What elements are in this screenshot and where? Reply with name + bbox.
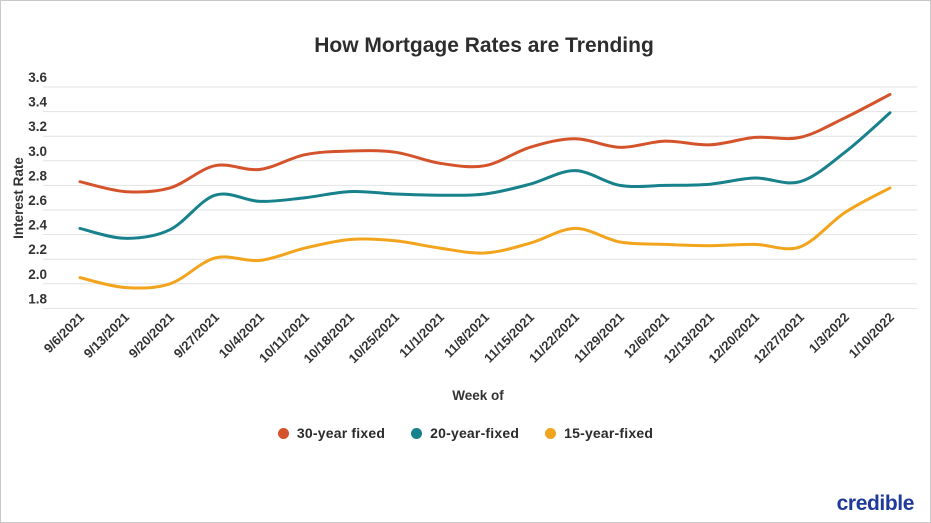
legend-dot-icon — [545, 427, 557, 439]
y-tick-label: 2.0 — [28, 267, 47, 282]
y-axis-title: Interest Rate — [11, 157, 26, 239]
y-tick-label: 3.6 — [28, 70, 47, 85]
y-tick-label: 3.2 — [28, 119, 47, 134]
chart-legend: 30-year fixed 20-year-fixed 15-year-fixed — [1, 425, 930, 441]
legend-dot-icon — [277, 427, 289, 439]
legend-label: 15-year-fixed — [564, 425, 654, 441]
x-tick-label: 9/20/2021 — [126, 310, 178, 362]
legend-item-30-year-fixed: 30-year fixed — [277, 425, 386, 441]
line-15-year-fixed — [78, 186, 892, 290]
y-tick-label: 2.6 — [28, 193, 47, 208]
y-tick-label: 2.8 — [28, 168, 47, 183]
x-tick-label: 9/6/2021 — [41, 310, 87, 356]
y-tick-label: 3.0 — [28, 144, 47, 159]
x-tick-label: 9/13/2021 — [81, 310, 133, 362]
y-tick-label: 2.4 — [28, 218, 47, 233]
data-series-lines — [78, 92, 892, 290]
legend-item-20-year-fixed: 20-year-fixed — [411, 425, 519, 441]
y-tick-label: 3.4 — [28, 95, 47, 110]
x-tick-label: 11/1/2021 — [396, 310, 447, 361]
x-axis-title: Week of — [452, 388, 504, 403]
line-30-year-fixed — [78, 92, 892, 194]
legend-label: 20-year-fixed — [430, 425, 520, 441]
y-tick-label: 2.2 — [28, 242, 47, 257]
legend-label: 30-year fixed — [296, 425, 386, 441]
legend-item-15-year-fixed: 15-year-fixed — [545, 425, 653, 441]
line-20-year-fixed — [78, 111, 892, 240]
chart-title: How Mortgage Rates are Trending — [314, 34, 654, 57]
x-tick-label: 1/10/2022 — [846, 310, 898, 362]
gridlines — [43, 86, 917, 309]
x-tick-label: 9/27/2021 — [171, 310, 223, 362]
y-tick-label: 1.8 — [28, 291, 47, 306]
x-tick-label: 1/3/2022 — [806, 310, 852, 356]
credible-logo: credible — [836, 492, 915, 515]
line-chart: How Mortgage Rates are Trending Interest… — [11, 34, 917, 403]
x-axis-tick-labels: 9/6/20219/13/20219/20/20219/27/202110/4/… — [41, 310, 897, 367]
y-axis-tick-labels: 3.6 3.4 3.2 3.0 2.8 2.6 2.4 2.2 2.0 1.8 — [28, 70, 47, 306]
legend-dot-icon — [411, 427, 423, 439]
